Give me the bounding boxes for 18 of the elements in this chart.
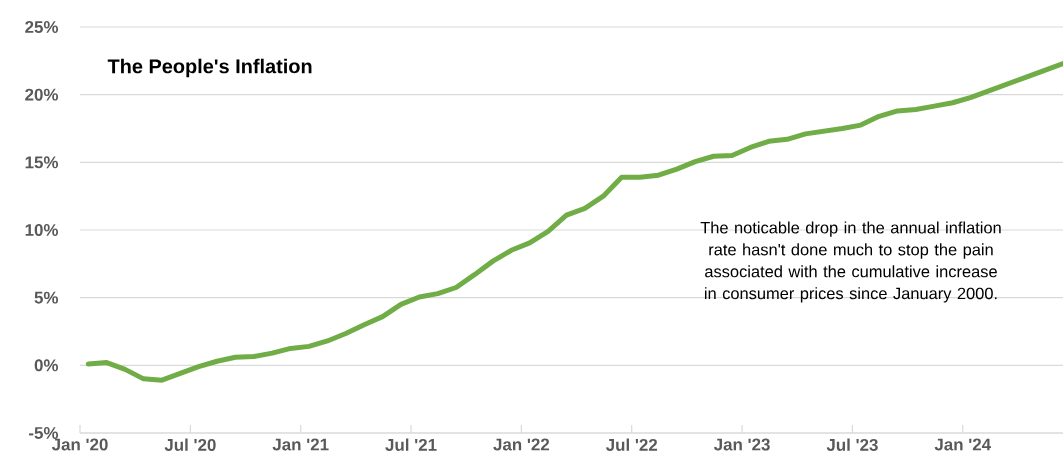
x-tick-label: Jan '20 [51,438,108,451]
y-tick-label: 0% [34,359,59,372]
y-tick-label: -5% [29,427,59,439]
y-tick-label: 10% [25,223,59,236]
y-tick-label: 15% [25,156,59,169]
y-tick-label: 25% [25,20,59,33]
x-tick-label: Jan '23 [713,438,770,451]
x-tick-label: Jul '21 [385,438,437,451]
x-tick-label: Jul '23 [826,438,878,451]
annotation: The noticable drop in the annual inflation rate hasn't done much to stop the pain associated with the cumulative increase in consumer prices since January 2000. [700,221,1001,303]
x-tick-label: Jan '24 [934,438,992,451]
x-tick-label: Jul '20 [164,438,216,451]
x-tick-label: Jan '21 [272,438,329,451]
x-tick-label: Jan '22 [493,438,550,451]
y-tick-label: 5% [34,291,59,304]
x-tick-label: Jul '22 [605,438,658,451]
y-tick-label: 20% [25,88,59,101]
text: The People's Inflation [107,58,312,78]
